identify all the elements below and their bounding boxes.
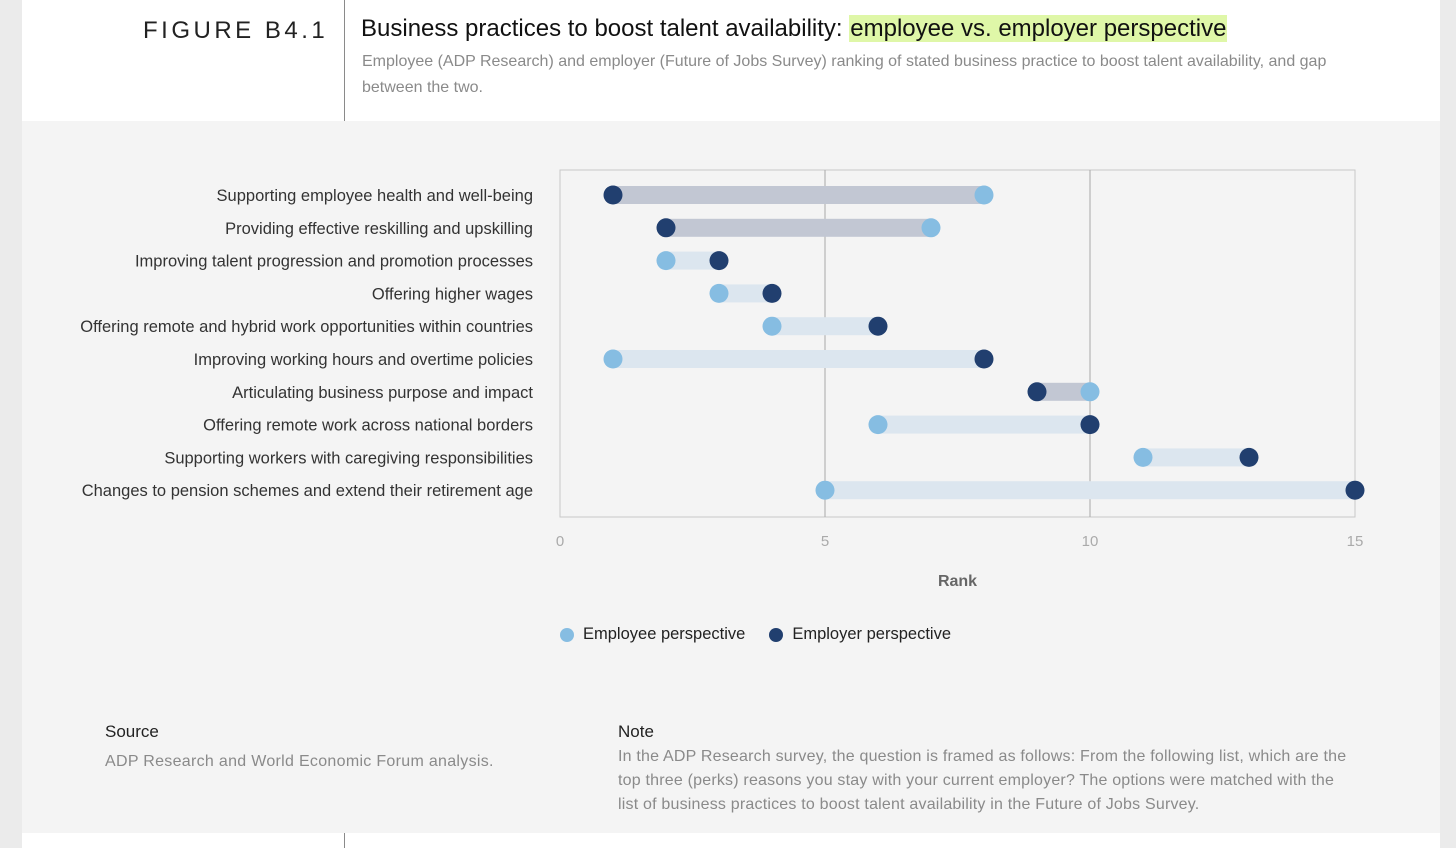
gap-bar bbox=[666, 251, 719, 270]
gap-bar bbox=[772, 317, 878, 336]
legend-swatch-employee bbox=[560, 627, 574, 642]
gap-bar bbox=[825, 481, 1355, 500]
employee-point bbox=[974, 185, 994, 205]
employee-point bbox=[1080, 382, 1100, 402]
gap-bar bbox=[719, 284, 772, 303]
legend-item-employee: Employee perspective bbox=[560, 625, 745, 644]
employee-point bbox=[921, 218, 941, 238]
gap-bar bbox=[1143, 448, 1249, 467]
category-label: Improving talent progression and promoti… bbox=[135, 253, 533, 271]
employee-point bbox=[1133, 447, 1153, 467]
figure-header: FIGURE B4.1 Business practices to boost … bbox=[22, 0, 1440, 121]
legend-label-employer: Employer perspective bbox=[792, 625, 951, 643]
x-tick-label: 0 bbox=[556, 533, 564, 550]
source-heading: Source bbox=[105, 722, 159, 741]
category-label: Providing effective reskilling and upski… bbox=[225, 220, 533, 238]
employee-point bbox=[762, 316, 782, 336]
employer-point bbox=[762, 283, 782, 303]
chart-panel: 0 5 10 15 Rank Supporting employee health and… bbox=[22, 121, 1440, 833]
employee-point bbox=[709, 283, 729, 303]
employer-point bbox=[1345, 480, 1365, 500]
category-label: Changes to pension schemes and extend th… bbox=[82, 482, 533, 500]
gap-bar bbox=[666, 218, 931, 237]
employer-point bbox=[1080, 415, 1100, 435]
employee-point bbox=[603, 349, 623, 369]
figure-page: FIGURE B4.1 Business practices to boost … bbox=[22, 0, 1440, 848]
employee-point bbox=[815, 480, 835, 500]
gap-bar bbox=[613, 350, 984, 368]
legend-item-employer: Employer perspective bbox=[769, 625, 951, 644]
title-main: Business practices to boost talent avail… bbox=[361, 15, 850, 42]
chart-title: Business practices to boost talent avail… bbox=[361, 15, 1228, 43]
employer-point bbox=[1239, 447, 1259, 467]
x-tick-label: 5 bbox=[821, 533, 829, 550]
legend-swatch-employer bbox=[769, 627, 784, 642]
employee-point bbox=[656, 251, 676, 271]
employer-point bbox=[1027, 382, 1047, 402]
dumbbell-chart: 0 5 10 15 Rank Supporting employee health and… bbox=[80, 169, 1365, 590]
source-text: ADP Research and World Economic Forum an… bbox=[105, 753, 494, 770]
category-label: Offering higher wages bbox=[372, 285, 533, 303]
plot-frame bbox=[559, 169, 1356, 518]
category-label: Offering remote work across national bor… bbox=[203, 417, 533, 435]
employee-point bbox=[868, 415, 888, 435]
x-axis-label: Rank bbox=[938, 573, 977, 590]
legend-label-employee: Employee perspective bbox=[583, 625, 746, 643]
category-label: Offering remote and hybrid work opportun… bbox=[80, 318, 533, 336]
gap-bar bbox=[878, 415, 1090, 434]
category-label: Articulating business purpose and impact bbox=[232, 384, 533, 402]
employer-point bbox=[868, 316, 888, 336]
x-tick-label: 15 bbox=[1347, 533, 1364, 550]
employer-point bbox=[709, 251, 729, 271]
header-divider bbox=[344, 0, 345, 121]
figure-label: FIGURE B4.1 bbox=[143, 17, 329, 44]
title-highlight: employee vs. employer perspective bbox=[849, 15, 1228, 42]
footer-divider bbox=[344, 833, 345, 848]
employer-point bbox=[656, 218, 676, 238]
note-text: In the ADP Research survey, the question… bbox=[618, 748, 1347, 813]
legend: Employee perspective Employer perspectiv… bbox=[560, 625, 975, 644]
category-label: Improving working hours and overtime pol… bbox=[194, 351, 533, 369]
gap-bar bbox=[1037, 382, 1090, 401]
category-label: Supporting employee health and well-bein… bbox=[217, 187, 533, 205]
note-heading: Note bbox=[618, 722, 654, 741]
category-label: Supporting workers with caregiving respo… bbox=[164, 449, 533, 467]
gap-bar bbox=[613, 186, 984, 204]
employer-point bbox=[974, 349, 994, 369]
employer-point bbox=[603, 185, 623, 205]
chart-subtitle: Employee (ADP Research) and employer (Fu… bbox=[362, 53, 1327, 96]
x-tick-label: 10 bbox=[1082, 533, 1099, 550]
